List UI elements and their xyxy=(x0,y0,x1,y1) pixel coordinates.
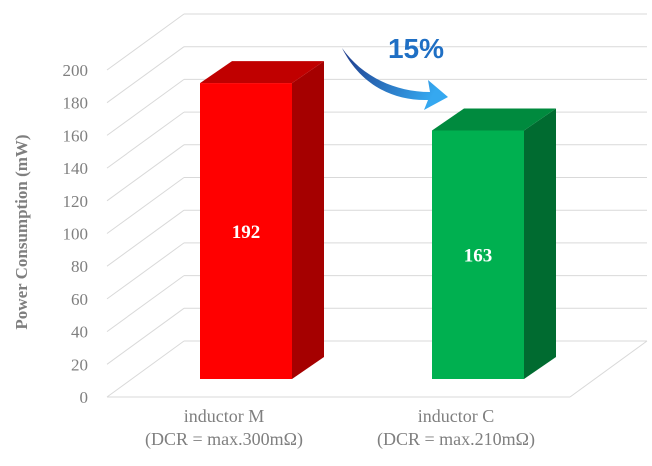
y-tick-label: 20 xyxy=(71,355,88,374)
y-tick-label: 200 xyxy=(63,61,89,80)
y-axis-label: Power Consumption (mW) xyxy=(12,134,31,329)
gridline-side xyxy=(106,242,185,300)
bar-side xyxy=(292,61,324,379)
x-category-label: inductor C xyxy=(418,406,495,426)
gridline-side xyxy=(106,46,185,104)
y-tick-label: 140 xyxy=(63,159,89,178)
floor-edge xyxy=(569,340,648,398)
y-axis-ticks: 0 20 40 60 80 100 120 140 160 180 200 xyxy=(63,61,89,407)
y-tick-label: 120 xyxy=(63,192,89,211)
reduction-arrow xyxy=(342,48,448,110)
x-axis-categories: inductor M (DCR = max.300mΩ) inductor C (DC… xyxy=(145,406,535,450)
bar-side xyxy=(524,108,556,380)
gridline-side xyxy=(106,177,185,234)
gridline-side xyxy=(106,13,185,71)
gridline-side xyxy=(106,78,185,136)
gridline-side xyxy=(106,209,185,267)
bar-top xyxy=(432,108,556,131)
gridline-side xyxy=(106,144,185,202)
x-category-label: (DCR = max.210mΩ) xyxy=(377,429,535,450)
bar-data-label: 163 xyxy=(464,246,493,267)
bar-data-label: 192 xyxy=(232,222,261,243)
bars: 192 163 xyxy=(200,61,556,380)
gridline-side xyxy=(106,275,185,333)
gridlines xyxy=(106,13,648,398)
bar: 192 xyxy=(200,61,324,379)
reduction-percent: 15% xyxy=(388,33,444,64)
reduction-annotation: 15% xyxy=(342,33,448,110)
bar-front xyxy=(432,130,524,379)
gridline-side xyxy=(106,340,185,398)
bar-front xyxy=(200,83,292,379)
x-category-label: inductor M xyxy=(184,406,265,426)
bar: 163 xyxy=(432,108,556,380)
y-tick-label: 100 xyxy=(63,225,89,244)
gridline-side xyxy=(106,111,185,169)
gridline-side xyxy=(106,307,185,365)
y-tick-label: 60 xyxy=(71,290,88,309)
bar-top xyxy=(200,61,324,84)
y-tick-label: 40 xyxy=(71,323,88,342)
y-tick-label: 80 xyxy=(71,257,88,276)
y-tick-label: 0 xyxy=(80,388,89,407)
y-tick-label: 160 xyxy=(63,126,89,145)
x-category-label: (DCR = max.300mΩ) xyxy=(145,429,303,450)
y-tick-label: 180 xyxy=(63,94,89,113)
